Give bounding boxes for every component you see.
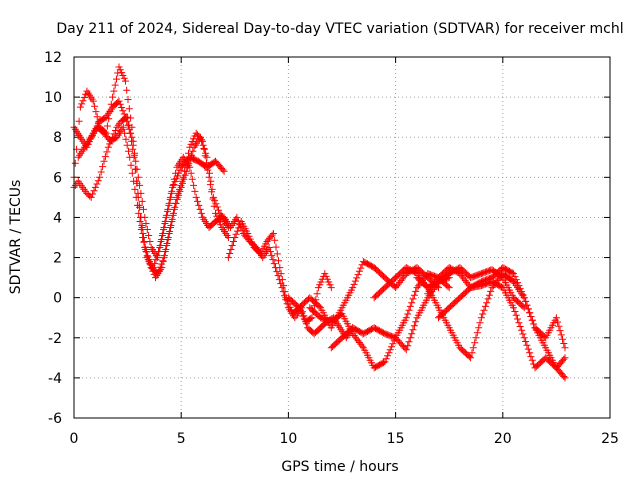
x-tick-label: 5 <box>177 431 186 447</box>
y-tick-label: -4 <box>48 371 62 387</box>
y-tick-labels: -6 -4 -2 0 2 4 6 8 10 12 <box>44 50 62 427</box>
y-axis-label: SDTVAR / TECUs <box>8 180 24 295</box>
series-track-2 <box>70 97 232 262</box>
point-markers <box>306 270 453 372</box>
y-tick-label: -2 <box>48 331 62 347</box>
point-markers <box>70 97 232 262</box>
y-tick-label: 4 <box>53 210 62 226</box>
y-tick-label: 8 <box>53 130 62 146</box>
y-tick-label: 0 <box>53 291 62 307</box>
point-markers <box>74 123 230 282</box>
y-tick-label: 6 <box>53 170 62 186</box>
plot-frame <box>73 56 611 419</box>
x-axis-label: GPS time / hours <box>281 459 398 475</box>
x-tick-label: 0 <box>70 431 79 447</box>
point-markers <box>435 278 569 382</box>
x-tick-labels: 0 5 10 15 20 25 <box>70 431 619 447</box>
x-tick-label: 10 <box>279 431 297 447</box>
x-tick-label: 20 <box>494 431 512 447</box>
series-track-4 <box>74 123 230 282</box>
y-tick-label: 12 <box>44 50 62 66</box>
y-tick-label: -6 <box>48 411 62 427</box>
y-tick-label: 10 <box>44 90 62 106</box>
grid-lines <box>74 57 610 418</box>
x-tick-label: 25 <box>601 431 619 447</box>
chart-title: Day 211 of 2024, Sidereal Day-to-day VTE… <box>56 21 623 37</box>
series-track-13 <box>435 278 569 382</box>
x-tick-label: 15 <box>387 431 405 447</box>
axis-ticks <box>73 56 611 419</box>
y-tick-label: 2 <box>53 251 62 267</box>
series-track-8 <box>306 270 453 372</box>
data-points <box>70 63 569 382</box>
